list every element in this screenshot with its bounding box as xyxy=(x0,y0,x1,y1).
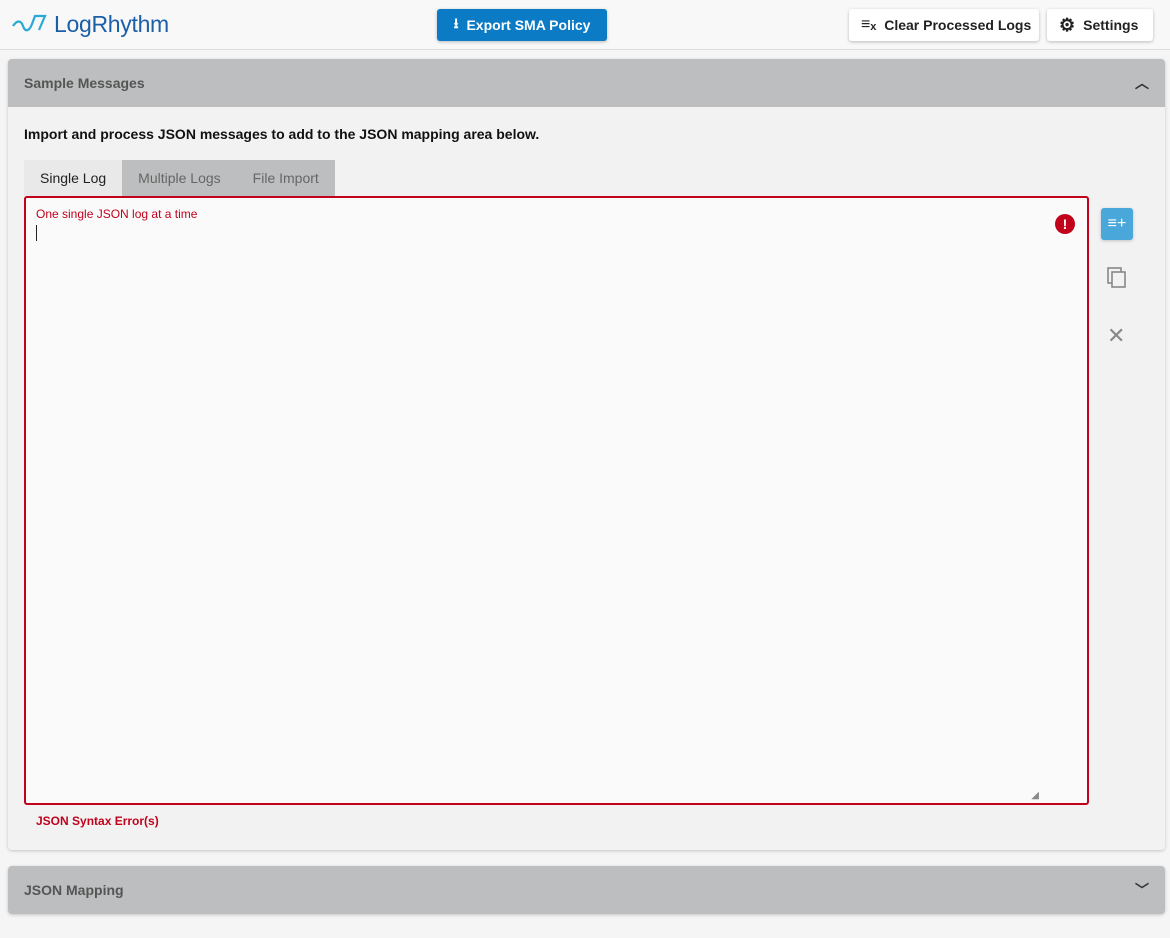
gear-icon: ⚙ xyxy=(1059,14,1076,35)
download-icon: ⭳ xyxy=(453,15,459,31)
copy-button[interactable] xyxy=(1106,266,1128,290)
tab-single-log[interactable]: Single Log xyxy=(24,160,123,196)
resize-handle-icon[interactable]: ◢ xyxy=(1031,790,1039,801)
clear-editor-button[interactable]: ✕ xyxy=(1107,323,1125,349)
chevron-down-icon[interactable]: ﹀ xyxy=(1135,882,1149,898)
chevron-up-icon[interactable]: ︿ xyxy=(1135,75,1149,91)
tab-file-import[interactable]: File Import xyxy=(236,160,335,196)
logo: LogRhythm xyxy=(12,11,169,38)
add-to-list-icon: ≡+ xyxy=(1107,215,1127,232)
panel-description: Import and process JSON messages to add … xyxy=(24,126,540,142)
json-log-textarea[interactable]: One single JSON log at a time ! ◢ xyxy=(24,196,1089,805)
tab-multiple-logs[interactable]: Multiple Logs xyxy=(122,160,237,196)
logo-wave-icon xyxy=(12,14,47,31)
clear-label: Clear Processed Logs xyxy=(884,17,1032,33)
field-label: One single JSON log at a time xyxy=(36,207,198,221)
logo-text: LogRhythm xyxy=(54,11,169,37)
error-icon: ! xyxy=(1055,214,1075,234)
sample-messages-header[interactable]: Sample Messages ︿ xyxy=(8,59,1165,107)
text-caret xyxy=(36,225,37,241)
clear-processed-logs-button[interactable]: ≡ₓ Clear Processed Logs xyxy=(849,9,1039,41)
close-icon: ✕ xyxy=(1107,323,1126,348)
settings-label: Settings xyxy=(1083,17,1139,33)
json-mapping-panel: JSON Mapping ﹀ xyxy=(8,866,1165,914)
copy-icon xyxy=(1107,267,1126,288)
export-sma-policy-button[interactable]: ⭳ Export SMA Policy xyxy=(437,9,607,41)
panel-title: Sample Messages xyxy=(24,75,145,91)
export-label: Export SMA Policy xyxy=(466,17,591,33)
settings-button[interactable]: ⚙ Settings xyxy=(1047,9,1153,41)
sample-messages-panel: Sample Messages ︿ Import and process JSO… xyxy=(8,59,1165,850)
top-bar: LogRhythm ⭳ Export SMA Policy ≡ₓ Clear P… xyxy=(0,0,1170,50)
add-to-list-button[interactable]: ≡+ xyxy=(1101,208,1133,240)
json-mapping-header[interactable]: JSON Mapping ﹀ xyxy=(8,866,1165,914)
tabs: Single Log Multiple Logs File Import xyxy=(24,160,335,196)
clear-list-icon: ≡ₓ xyxy=(861,16,877,33)
panel-title: JSON Mapping xyxy=(24,882,124,898)
json-error-message: JSON Syntax Error(s) xyxy=(36,814,159,828)
